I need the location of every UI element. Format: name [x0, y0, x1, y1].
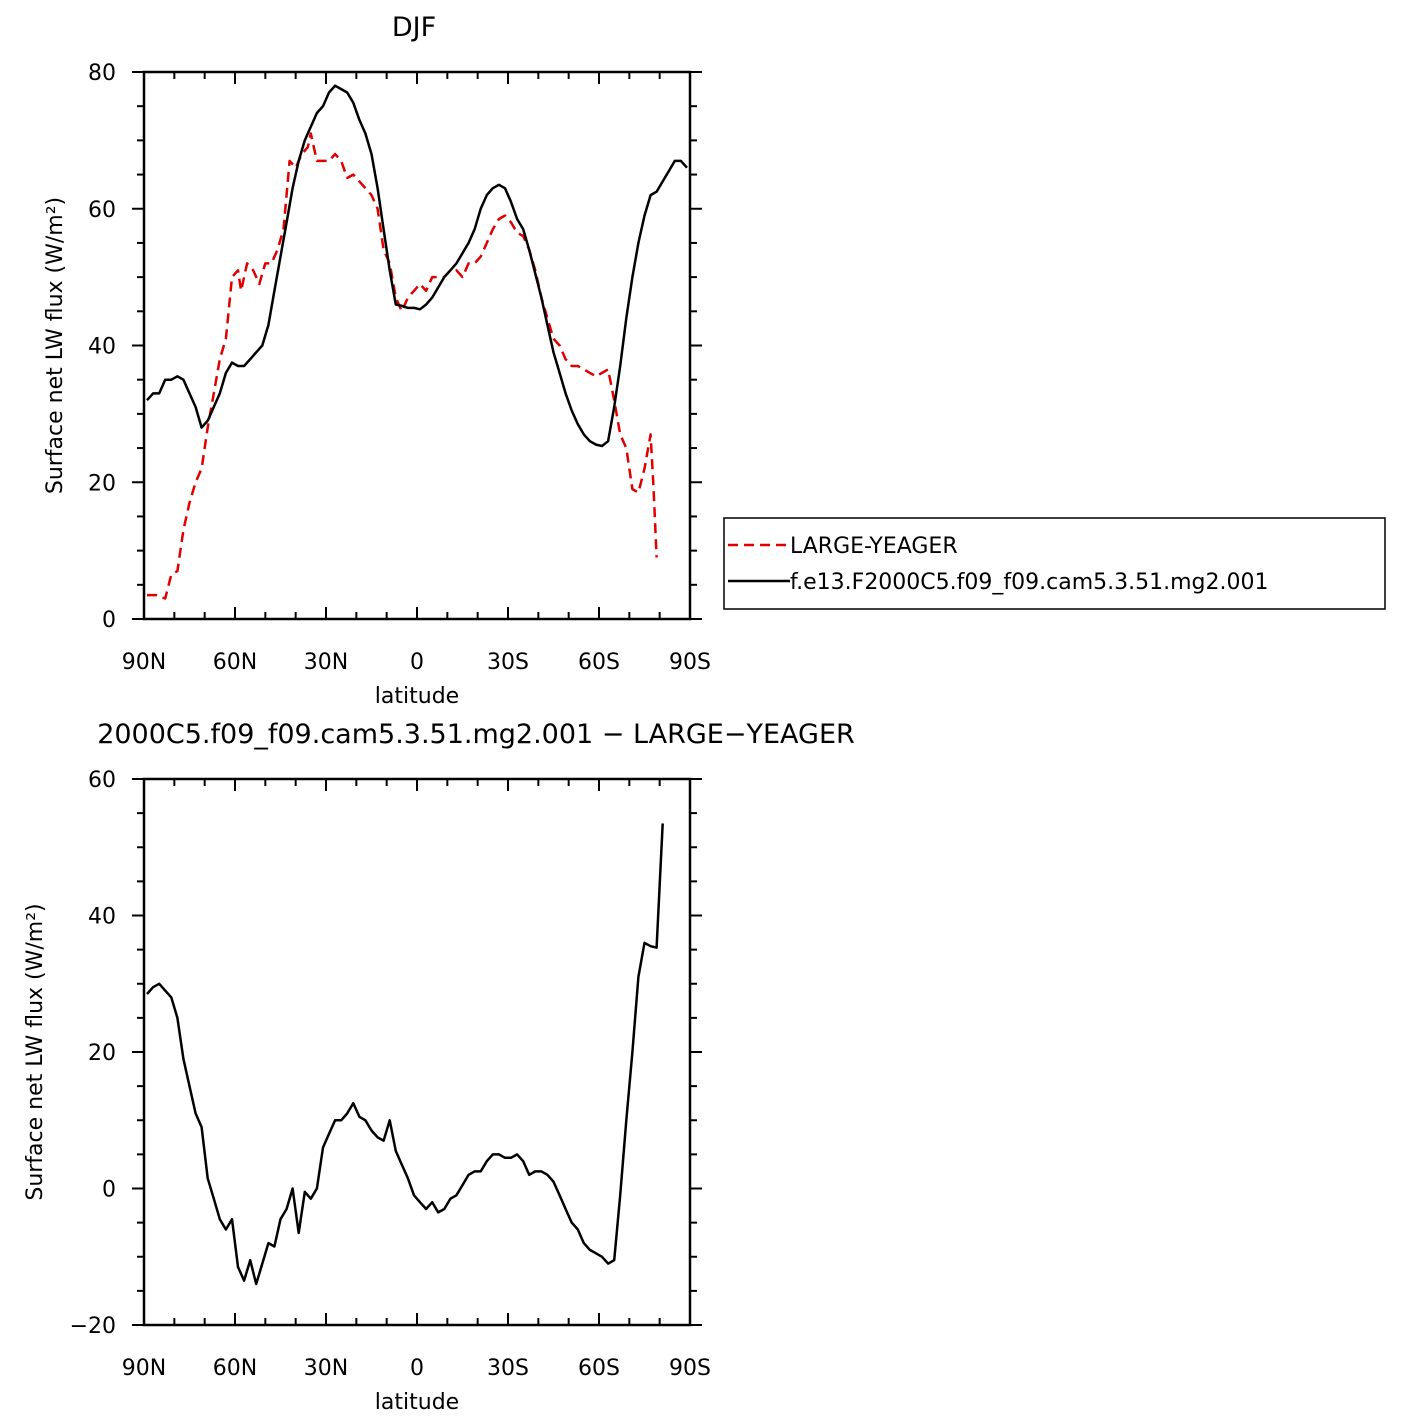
top-x-tick-label: 90S — [669, 650, 711, 675]
top-y-axis-label: Surface net LW flux (W/m²) — [43, 197, 68, 494]
top-y-tick-label: 0 — [102, 608, 116, 633]
top-chart-title: DJF — [392, 12, 436, 43]
bottom-plot-frame — [142, 777, 692, 1327]
bottom-x-tick-label: 0 — [410, 1356, 424, 1381]
bottom-chart-title: 2000C5.f09_f09.cam5.3.51.mg2.001 − LARGE… — [97, 719, 855, 750]
top-series-line-0 — [147, 132, 658, 600]
bottom-x-tick-label: 30S — [487, 1356, 529, 1381]
bottom-x-axis-label: latitude — [375, 1390, 459, 1415]
bottom-panel: 90N 60N 30N 0 30S 60S 90S −20 0 20 40 60 latitude Sur… — [23, 719, 855, 1415]
bottom-y-tick-label: 40 — [88, 905, 116, 930]
top-x-tick-label: 30N — [304, 650, 348, 675]
legend-label: LARGE-YEAGER — [790, 534, 958, 559]
top-panel: 90N 60N 30N 0 30S 60S 90S 0 20 40 60 80 latitude Surf… — [43, 12, 711, 709]
top-y-tick-label: 80 — [88, 61, 116, 86]
bottom-y-tick-label: −20 — [70, 1314, 116, 1339]
bottom-y-tick-label: 20 — [88, 1041, 116, 1066]
top-y-tick-label: 60 — [88, 198, 116, 223]
top-x-tick-label: 60S — [578, 650, 620, 675]
bottom-y-tick-label: 60 — [88, 768, 116, 793]
bottom-y-tick-label: 0 — [102, 1178, 116, 1203]
bottom-x-tick-label: 30N — [304, 1356, 348, 1381]
bottom-x-tick-label: 60N — [213, 1356, 257, 1381]
top-y-tick-label: 40 — [88, 335, 116, 360]
bottom-x-tick-label: 90N — [122, 1356, 166, 1381]
legend-box — [723, 517, 1386, 610]
bottom-x-tick-label: 90S — [669, 1356, 711, 1381]
top-x-tick-label: 60N — [213, 650, 257, 675]
top-x-tick-label: 90N — [122, 650, 166, 675]
bottom-x-tick-label: 60S — [578, 1356, 620, 1381]
bottom-series-line-0 — [146, 823, 664, 1286]
top-x-axis-label: latitude — [375, 684, 459, 709]
top-y-tick-label: 20 — [88, 471, 116, 496]
legend: LARGE-YEAGER f.e13.F2000C5.f09_f09.cam5.3… — [723, 517, 1386, 610]
top-x-tick-label: 30S — [487, 650, 529, 675]
bottom-y-axis-label: Surface net LW flux (W/m²) — [23, 903, 48, 1200]
top-series-line-1 — [146, 84, 688, 448]
top-x-tick-label: 0 — [410, 650, 424, 675]
top-plot-frame — [142, 70, 692, 621]
legend-label: f.e13.F2000C5.f09_f09.cam5.3.51.mg2.001 — [790, 570, 1268, 595]
